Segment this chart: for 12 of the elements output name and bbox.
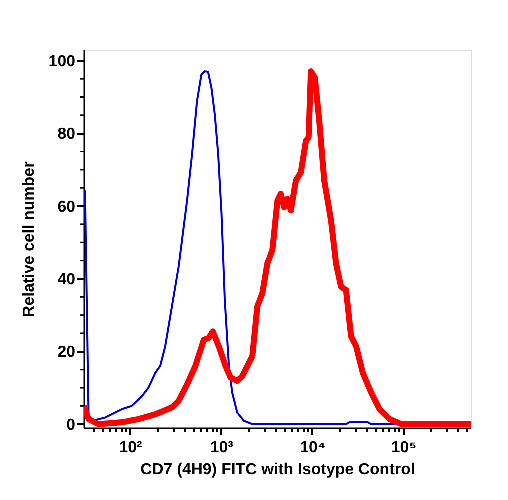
y-tick-label: 80: [58, 126, 76, 144]
x-tick-label: 10⁴: [300, 440, 326, 456]
y-tick-label: 20: [58, 344, 76, 362]
y-tick-label: 0: [66, 416, 76, 434]
x-tick-label: 10⁵: [391, 440, 417, 456]
y-tick-label: 40: [58, 271, 76, 288]
x-axis-title: CD7 (4H9) FITC with Isotype Control: [140, 462, 416, 478]
x-tick-label: 10³: [210, 440, 234, 456]
y-tick-label: 60: [58, 198, 76, 216]
y-axis-title: Relative cell number: [20, 162, 38, 318]
x-tick-label: 10²: [119, 440, 142, 456]
y-tick-label: 100: [48, 53, 76, 70]
